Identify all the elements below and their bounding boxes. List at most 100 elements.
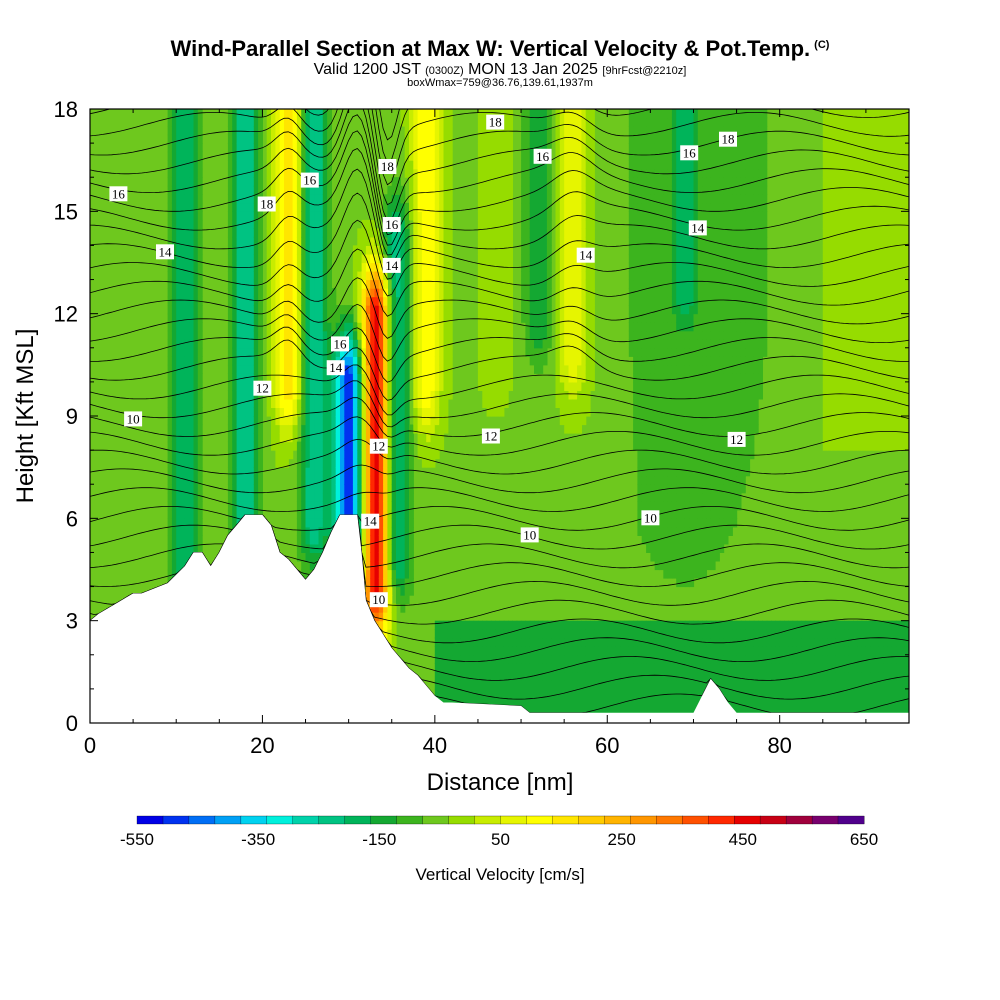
velocity-cell (663, 450, 669, 460)
velocity-cell (409, 509, 414, 519)
velocity-cell (555, 646, 561, 656)
velocity-cell (318, 475, 324, 485)
velocity-cell (318, 109, 324, 119)
velocity-cell (559, 236, 565, 246)
velocity-cell (641, 373, 647, 383)
velocity-cell (447, 151, 453, 161)
velocity-cell (641, 322, 647, 332)
velocity-cell (400, 586, 406, 596)
velocity-cell (469, 688, 475, 698)
velocity-cell (232, 143, 238, 153)
velocity-cell (327, 424, 332, 434)
velocity-cell (637, 288, 643, 298)
velocity-cell (400, 109, 406, 119)
velocity-cell (663, 134, 669, 144)
velocity-cell (486, 407, 492, 417)
velocity-cell (396, 339, 401, 349)
velocity-cell (542, 697, 548, 707)
velocity-cell (361, 347, 367, 357)
velocity-cell (232, 433, 238, 443)
velocity-cell (296, 475, 302, 485)
velocity-cell (253, 398, 259, 408)
velocity-cell (421, 236, 427, 246)
velocity-cell (581, 185, 587, 195)
velocity-cell (434, 330, 440, 340)
velocity-cell (585, 194, 591, 204)
velocity-cell (482, 109, 488, 119)
velocity-cell (585, 279, 591, 289)
velocity-cell (249, 450, 255, 460)
velocity-cell (383, 467, 388, 477)
velocity-cell (197, 262, 203, 272)
velocity-cell (279, 194, 285, 204)
velocity-cell (387, 373, 393, 383)
velocity-cell (564, 330, 570, 340)
velocity-cell (555, 322, 561, 332)
velocity-cell (598, 680, 604, 690)
velocity-cell (236, 390, 242, 400)
velocity-cell (577, 407, 582, 417)
velocity-cell (667, 637, 673, 647)
velocity-cell (197, 109, 203, 119)
velocity-cell (352, 475, 358, 485)
velocity-cell (525, 262, 531, 272)
velocity-cell (352, 296, 358, 306)
velocity-cell (659, 705, 664, 715)
velocity-cell (331, 458, 337, 468)
velocity-cell (650, 705, 656, 715)
velocity-cell (542, 288, 548, 298)
velocity-cell (426, 441, 432, 451)
velocity-cell (654, 688, 660, 698)
velocity-cell (352, 501, 358, 511)
velocity-cell (499, 177, 505, 187)
velocity-cell (477, 143, 483, 153)
velocity-cell (236, 262, 242, 272)
velocity-cell (628, 296, 634, 306)
velocity-cell (271, 322, 276, 332)
velocity-cell (671, 484, 677, 494)
velocity-cell (499, 236, 505, 246)
velocity-cell (400, 509, 406, 519)
velocity-cell (581, 364, 587, 374)
velocity-cell (590, 279, 595, 289)
velocity-cell (572, 245, 578, 255)
velocity-cell (659, 202, 664, 212)
velocity-cell (275, 433, 281, 443)
velocity-cell (249, 168, 255, 178)
velocity-cell (258, 305, 263, 315)
velocity-cell (646, 458, 651, 468)
velocity-cell (637, 219, 643, 229)
velocity-cell (296, 177, 302, 187)
velocity-cell (171, 211, 177, 221)
velocity-cell (456, 620, 462, 630)
velocity-cell (271, 407, 276, 417)
velocity-cell (646, 262, 651, 272)
velocity-cell (396, 364, 401, 374)
velocity-cell (396, 381, 401, 391)
velocity-cell (434, 373, 440, 383)
velocity-cell (663, 305, 669, 315)
velocity-cell (176, 262, 182, 272)
velocity-cell (197, 373, 203, 383)
velocity-cell (232, 168, 238, 178)
velocity-cell (628, 168, 634, 178)
velocity-cell (400, 467, 406, 477)
velocity-cell (559, 279, 565, 289)
velocity-cell (482, 339, 488, 349)
velocity-cell (577, 202, 582, 212)
velocity-cell (271, 441, 276, 451)
velocity-cell (641, 296, 647, 306)
velocity-cell (650, 475, 656, 485)
velocity-cell (628, 646, 634, 656)
velocity-cell (663, 543, 669, 553)
velocity-cell (568, 381, 574, 391)
velocity-cell (305, 339, 311, 349)
velocity-cell (361, 390, 367, 400)
velocity-cell (671, 697, 677, 707)
velocity-cell (361, 467, 367, 477)
velocity-cell (663, 509, 669, 519)
velocity-cell (503, 168, 509, 178)
velocity-cell (650, 126, 656, 136)
velocity-cell (521, 313, 526, 323)
velocity-cell (590, 356, 595, 366)
